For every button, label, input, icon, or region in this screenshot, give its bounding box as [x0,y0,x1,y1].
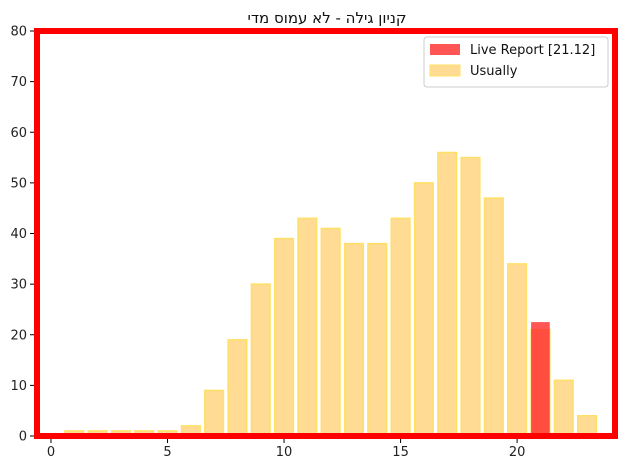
live-bars-group [531,322,550,436]
y-tick-label: 60 [10,126,27,141]
y-tick-label: 70 [10,75,27,90]
legend-label-usually: Usually [470,64,518,79]
usual-bar [390,217,411,437]
usual-bars-group [64,151,598,437]
legend-box [423,36,609,88]
x-tick-label: 10 [276,445,293,460]
usual-bar [273,237,295,437]
x-axis: 0 5 10 15 20 [47,439,526,460]
chart-title: קניון גילה - לא עמוס מדי [248,9,407,27]
usual-bar [483,197,504,437]
plot-frame [34,28,618,439]
legend: Live Report [21.12] Usually [423,36,609,88]
usual-bar [460,156,481,437]
x-tick-label: 0 [47,445,55,460]
y-tick-label: 50 [10,176,27,191]
usual-bar [367,242,388,437]
y-axis: 0 10 20 30 40 50 60 70 80 [10,25,34,445]
y-tick-label: 10 [10,379,27,394]
y-tick-label: 20 [10,328,27,343]
usual-bar [413,182,434,437]
usual-bar [204,389,225,437]
x-tick-label: 5 [163,445,171,460]
usual-bar [507,263,528,437]
y-tick-label: 0 [19,430,27,445]
y-tick-label: 40 [10,227,27,242]
usual-bar [297,217,318,437]
usual-bar [227,339,248,437]
x-tick-label: 20 [509,445,526,460]
y-tick-label: 30 [10,278,27,293]
usual-bar [250,283,271,437]
y-tick-label: 80 [10,25,27,40]
legend-swatch-usually [429,64,461,77]
usual-bar [437,151,458,437]
usual-bar [553,379,574,437]
live-bar [531,322,550,436]
legend-swatch-live [430,44,460,55]
x-tick-label: 15 [392,445,409,460]
usual-bar [320,227,341,437]
usual-bar [343,242,365,437]
legend-label-live: Live Report [21.12] [470,43,595,58]
usual-bar [576,415,598,437]
